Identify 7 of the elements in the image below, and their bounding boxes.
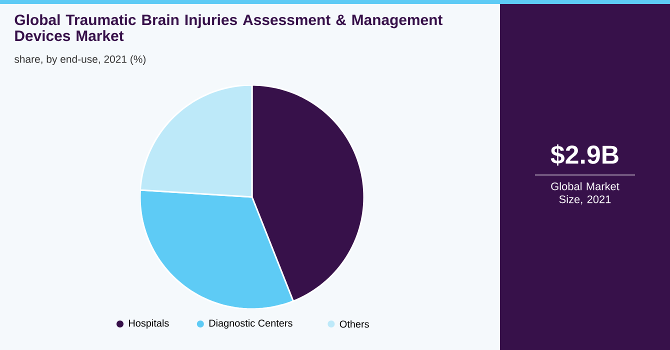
- text: Global Market Size, 2021: [551, 182, 620, 204]
- legend-label: Others: [340, 320, 369, 328]
- legend-label: Diagnostic Centers: [209, 319, 292, 329]
- chart-title: Global Traumatic Brain Injuries Assessment & Management Devices Market: [14, 14, 443, 42]
- text: $2.9B: [550, 144, 618, 166]
- chart-subtitle: share, by end-use, 2021 (%): [14, 55, 146, 65]
- legend-label: Hospitals: [129, 319, 169, 329]
